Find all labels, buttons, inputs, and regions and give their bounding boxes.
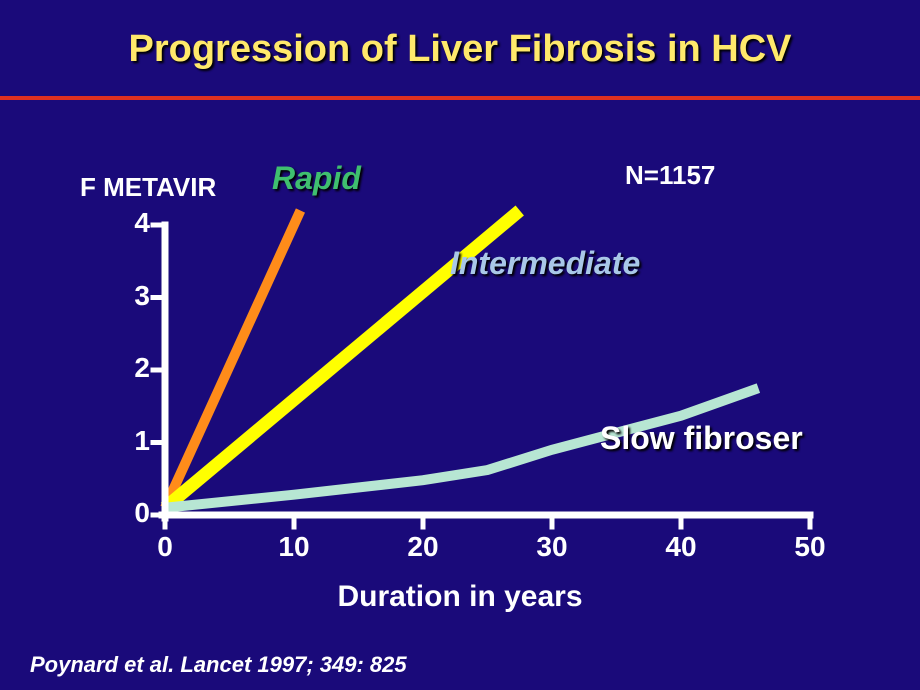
x-axis-label: Duration in years [0, 580, 920, 614]
x-tick-label: 20 [393, 531, 453, 563]
y-tick-label: 0 [110, 497, 150, 529]
x-tick-label: 10 [264, 531, 324, 563]
series-line-rapid [165, 211, 300, 508]
series-label-rapid: Rapid [272, 160, 361, 197]
x-tick-label: 0 [135, 531, 195, 563]
x-tick-label: 30 [522, 531, 582, 563]
y-tick-label: 3 [110, 280, 150, 312]
x-tick-label: 50 [780, 531, 840, 563]
series-label-slow-fibroser: Slow fibroser [600, 420, 803, 457]
y-tick-label: 2 [110, 352, 150, 384]
x-tick-label: 40 [651, 531, 711, 563]
y-tick-label: 4 [110, 207, 150, 239]
y-tick-label: 1 [110, 425, 150, 457]
series-label-intermediate: Intermediate [450, 245, 640, 282]
